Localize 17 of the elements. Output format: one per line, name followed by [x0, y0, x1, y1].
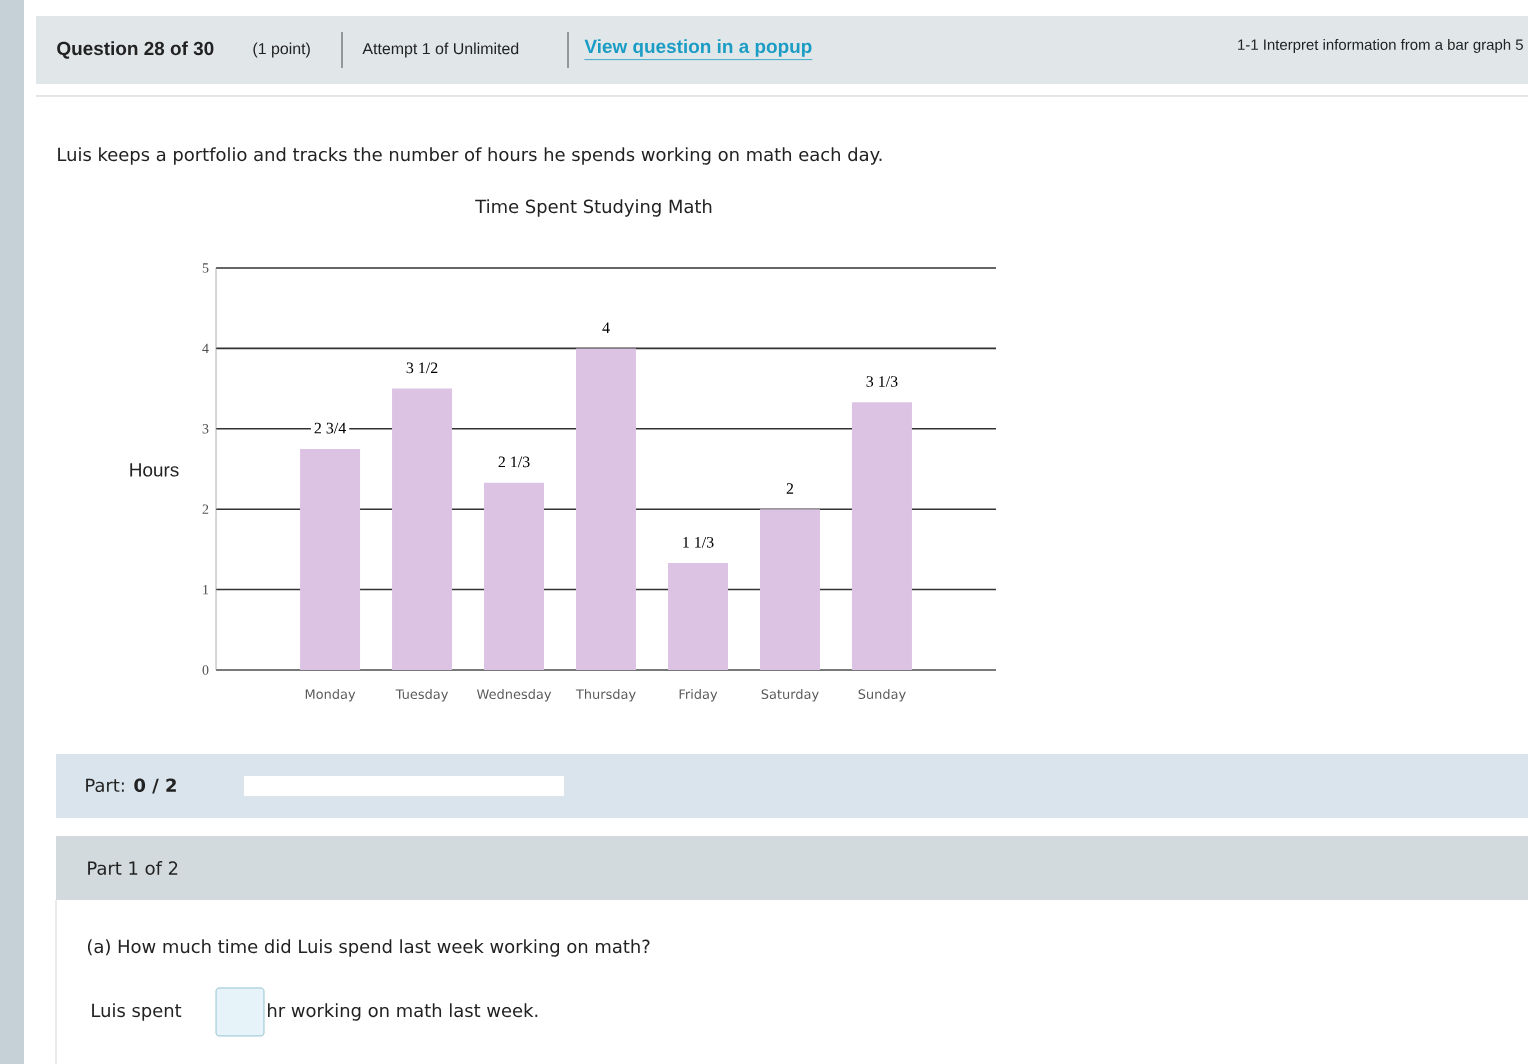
text: Part 1 of 2 — [88, 861, 178, 875]
bar — [300, 448, 361, 670]
bar — [484, 482, 545, 670]
bar — [851, 402, 912, 670]
text: hr working on math last week. — [268, 1003, 538, 1021]
text: View question in a popup — [584, 39, 812, 57]
chart-subtitle: Luis keeps a portfolio and tracks the number of hours he spends working on math each day. — [58, 147, 882, 165]
bar — [759, 509, 820, 670]
text: Question 28 of 30 — [57, 41, 214, 59]
bar — [576, 348, 637, 670]
bar — [668, 563, 728, 670]
y-axis-title: Hours — [130, 463, 179, 477]
text: Luis spent — [92, 1003, 182, 1021]
bar — [392, 388, 453, 670]
text: Part: 0 / 2 — [86, 778, 176, 794]
chart-title: Time Spent Studying Math — [475, 199, 712, 217]
text: (a) How much time did Luis spend last week working on math? — [87, 939, 650, 957]
